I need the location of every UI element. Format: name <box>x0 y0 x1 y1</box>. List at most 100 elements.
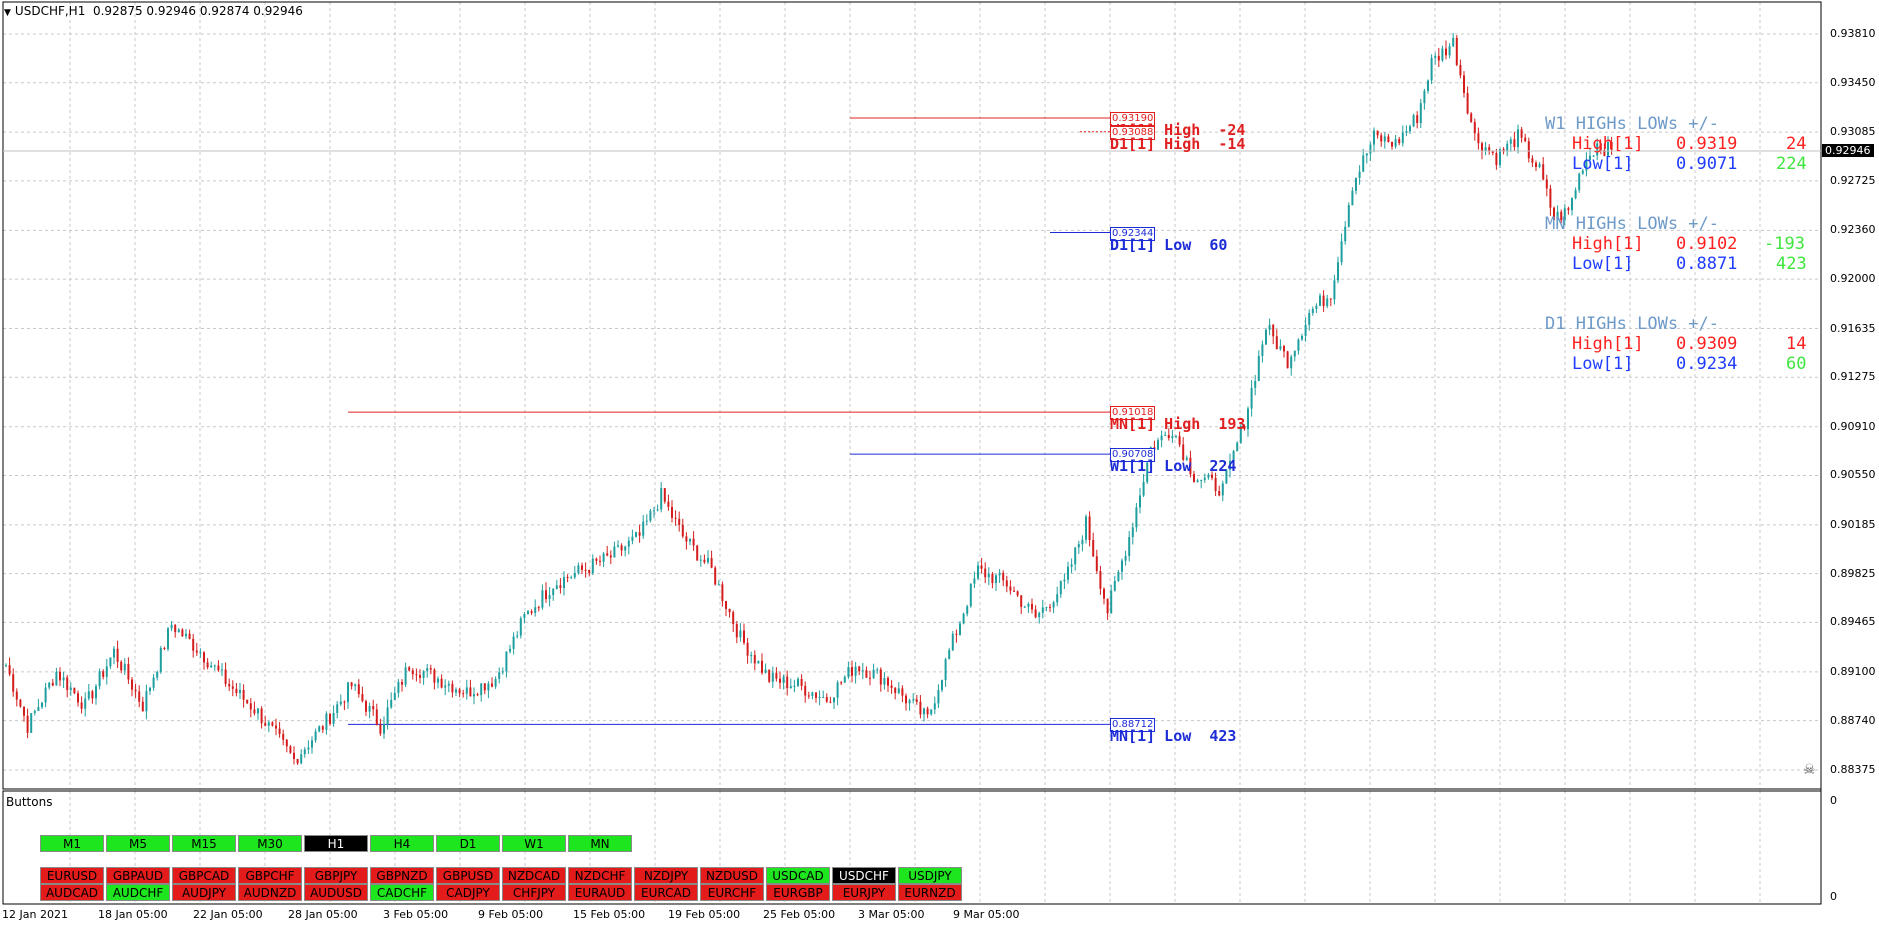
candle-body <box>890 685 893 688</box>
button-eurnzd[interactable]: EURNZD <box>898 884 962 901</box>
button-gbpusd[interactable]: GBPUSD <box>436 867 500 884</box>
candle-body <box>1524 137 1527 142</box>
candle-body <box>1304 324 1307 336</box>
candle-body <box>998 572 1001 576</box>
candle-body <box>296 758 299 764</box>
candle-body <box>1481 143 1483 152</box>
button-eurusd[interactable]: EURUSD <box>40 867 104 884</box>
candle-body <box>926 708 929 715</box>
candle-body <box>1542 164 1545 180</box>
button-h1[interactable]: H1 <box>304 835 368 852</box>
button-audchf[interactable]: AUDCHF <box>106 884 170 901</box>
candle-body <box>1351 190 1354 206</box>
candle-body <box>1427 80 1429 91</box>
candle-body <box>163 647 166 649</box>
button-audjpy[interactable]: AUDJPY <box>172 884 236 901</box>
candle-body <box>300 754 303 764</box>
time-tick-label: 19 Feb 05:00 <box>668 908 741 921</box>
button-usdjpy[interactable]: USDJPY <box>898 867 962 884</box>
price-tick-label: 0.89100 <box>1830 664 1876 678</box>
ohlc-quotes: 0.92875 0.92946 0.92874 0.92946 <box>92 4 303 18</box>
dropdown-triangle-icon[interactable]: ▼ <box>4 8 11 18</box>
candle-body <box>181 629 184 637</box>
candle-body <box>620 545 623 551</box>
button-eurjpy[interactable]: EURJPY <box>832 884 896 901</box>
candle-body <box>516 635 519 637</box>
candle-body <box>411 670 414 675</box>
button-m30[interactable]: M30 <box>238 835 302 852</box>
button-eurgbp[interactable]: EURGBP <box>766 884 830 901</box>
candle-body <box>696 545 699 561</box>
skull-icon[interactable]: ☠ <box>1803 762 1816 778</box>
button-usdchf[interactable]: USDCHF <box>832 867 896 884</box>
button-gbpchf[interactable]: GBPCHF <box>238 867 302 884</box>
button-gbpjpy[interactable]: GBPJPY <box>304 867 368 884</box>
candle-body <box>152 677 155 688</box>
button-mn[interactable]: MN <box>568 835 632 852</box>
button-nzdjpy[interactable]: NZDJPY <box>634 867 698 884</box>
candle-body <box>289 746 292 753</box>
button-usdcad[interactable]: USDCAD <box>766 867 830 884</box>
button-h4[interactable]: H4 <box>370 835 434 852</box>
candle-body <box>1347 205 1350 227</box>
candle-body <box>329 713 331 724</box>
button-cadchf[interactable]: CADCHF <box>370 884 434 901</box>
button-m5[interactable]: M5 <box>106 835 170 852</box>
button-gbpnzd[interactable]: GBPNZD <box>370 867 434 884</box>
button-eurcad[interactable]: EURCAD <box>634 884 698 901</box>
button-gbpaud[interactable]: GBPAUD <box>106 867 170 884</box>
button-audcad[interactable]: AUDCAD <box>40 884 104 901</box>
button-euraud[interactable]: EURAUD <box>568 884 632 901</box>
candle-body <box>1409 126 1411 132</box>
button-gbpcad[interactable]: GBPCAD <box>172 867 236 884</box>
button-audusd[interactable]: AUDUSD <box>304 884 368 901</box>
candle-body <box>159 647 162 672</box>
w1-high-value: 0.9319 <box>1676 134 1738 154</box>
candle-body <box>908 700 911 704</box>
button-nzdusd[interactable]: NZDUSD <box>700 867 764 884</box>
button-d1[interactable]: D1 <box>436 835 500 852</box>
level-label: MN[1] High 193 <box>1110 415 1246 434</box>
candle-body <box>1394 139 1397 147</box>
button-nzdcad[interactable]: NZDCAD <box>502 867 566 884</box>
candle-body <box>429 668 432 670</box>
candle-body <box>707 558 709 563</box>
candle-body <box>1477 133 1480 144</box>
candle-body <box>995 575 997 584</box>
candle-body <box>282 733 285 740</box>
button-cadjpy[interactable]: CADJPY <box>436 884 500 901</box>
level-price-box: 0.91018 <box>1110 406 1156 421</box>
candle-body <box>912 699 915 701</box>
candle-body <box>674 517 677 519</box>
button-w1[interactable]: W1 <box>502 835 566 852</box>
candle-body <box>1293 350 1296 357</box>
button-nzdchf[interactable]: NZDCHF <box>568 867 632 884</box>
candle-body <box>131 679 133 690</box>
candle-body <box>559 585 562 589</box>
mn-high-diff: -193 <box>1764 234 1805 254</box>
candle-body <box>656 509 659 511</box>
candle-body <box>818 697 821 699</box>
candle-body <box>725 601 727 609</box>
candle-body <box>1045 606 1048 608</box>
candle-body <box>1362 155 1365 172</box>
w1-low-label: Low[1] <box>1572 154 1634 174</box>
symbol-label: USDCHF,H1 <box>14 4 86 18</box>
candle-body <box>1315 305 1318 310</box>
candle-body <box>930 709 933 715</box>
candle-body <box>51 682 54 686</box>
button-m1[interactable]: M1 <box>40 835 104 852</box>
candle-body <box>1059 581 1062 595</box>
candle-body <box>271 722 274 726</box>
button-eurchf[interactable]: EURCHF <box>700 884 764 901</box>
button-m15[interactable]: M15 <box>172 835 236 852</box>
candle-body <box>883 677 886 685</box>
button-audnzd[interactable]: AUDNZD <box>238 884 302 901</box>
candle-body <box>177 629 180 633</box>
candle-body <box>509 648 511 652</box>
candle-body <box>98 671 101 687</box>
candle-body <box>728 608 731 613</box>
candle-body <box>1023 606 1026 608</box>
button-chfjpy[interactable]: CHFJPY <box>502 884 566 901</box>
